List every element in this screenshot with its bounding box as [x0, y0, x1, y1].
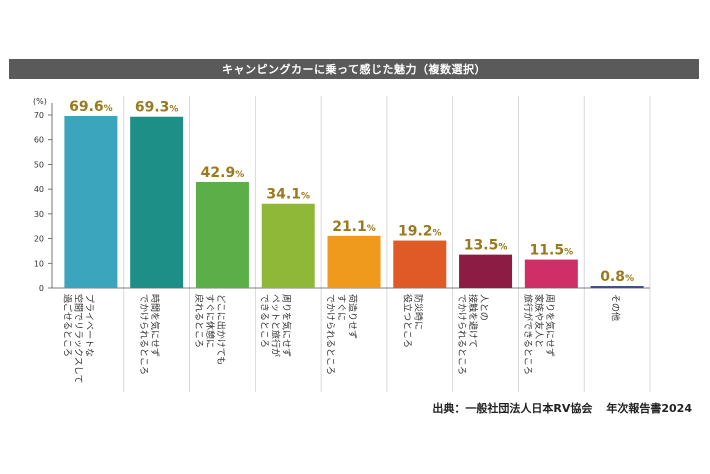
category-label: 空間でリラックスして	[72, 294, 84, 383]
category-label: でかけられるところ	[325, 294, 336, 375]
y-axis-unit: (%)	[33, 97, 47, 106]
bar-value-label: 19.2%	[398, 224, 442, 240]
y-tick-label: 40	[34, 185, 44, 194]
bar-value-label: 11.5%	[530, 243, 574, 259]
category-label: その他	[610, 294, 622, 321]
category-label: 旅行ができるところ	[522, 294, 534, 375]
category-label: でかけられるところ	[456, 294, 467, 375]
bar-value-label: 69.6%	[69, 99, 113, 115]
category-label: 人との	[478, 294, 489, 321]
category-label: 周りを気にせず	[544, 294, 556, 357]
y-tick-label: 10	[34, 259, 44, 268]
bars	[64, 115, 644, 288]
y-tick-label: 70	[34, 111, 44, 120]
bar	[393, 240, 447, 288]
category-label: 過ごせるところ	[61, 294, 73, 357]
category-label: ペットと旅行が	[270, 294, 282, 357]
category-label: 防災時に	[412, 294, 424, 330]
category-label: できるところ	[259, 294, 270, 348]
chart-title: キャンピングカーに乗って感じた魅力（複数選択）	[9, 59, 699, 79]
bar-value-label: 21.1%	[332, 219, 376, 235]
category-label: 役立つところ	[401, 294, 413, 348]
bar	[261, 203, 315, 288]
category-label: 荷造りせず	[347, 294, 359, 339]
bar-value-label: 34.1%	[266, 187, 310, 203]
source-report: 年次報告書2024	[606, 402, 692, 415]
source-label: 出典：一般社団法人日本RV協会	[432, 402, 593, 415]
source-note: 出典：一般社団法人日本RV協会 年次報告書2024	[432, 400, 692, 416]
category-label: 家族や友人と	[533, 294, 545, 348]
category-label: でかけられるところ	[138, 294, 149, 375]
y-tick-label: 50	[34, 160, 44, 169]
y-tick-label: 30	[34, 210, 44, 219]
y-tick-label: 0	[39, 284, 44, 293]
category-label: 時間を気にせず	[149, 294, 161, 357]
category-label: 戻れるところ	[193, 294, 205, 348]
bar-value-label: 13.5%	[464, 238, 508, 254]
bar	[459, 254, 513, 288]
y-tick-label: 20	[34, 235, 44, 244]
column-separators	[123, 96, 651, 392]
bar	[64, 115, 118, 288]
category-label: 周りを気にせず	[281, 294, 293, 357]
category-label: すぐに休憩に	[204, 294, 216, 348]
value-labels: 69.6% 69.3% 42.9% 34.1% 21.1% 19.2% 13.5% 11.5%…	[69, 99, 634, 285]
category-label: 接触を避けて	[467, 294, 479, 348]
category-label: プライベートな	[83, 294, 94, 357]
category-label: すぐに	[336, 294, 347, 321]
bar	[590, 286, 644, 288]
bar	[327, 235, 381, 288]
bar-value-label: 0.8%	[600, 269, 634, 285]
bar	[130, 116, 184, 288]
bar-value-label: 69.3%	[135, 100, 179, 116]
category-label: どこに出かけても	[215, 294, 227, 365]
bar-value-label: 42.9%	[201, 165, 245, 181]
y-tick-label: 60	[34, 136, 44, 145]
bar	[524, 259, 578, 288]
bar	[195, 181, 249, 288]
